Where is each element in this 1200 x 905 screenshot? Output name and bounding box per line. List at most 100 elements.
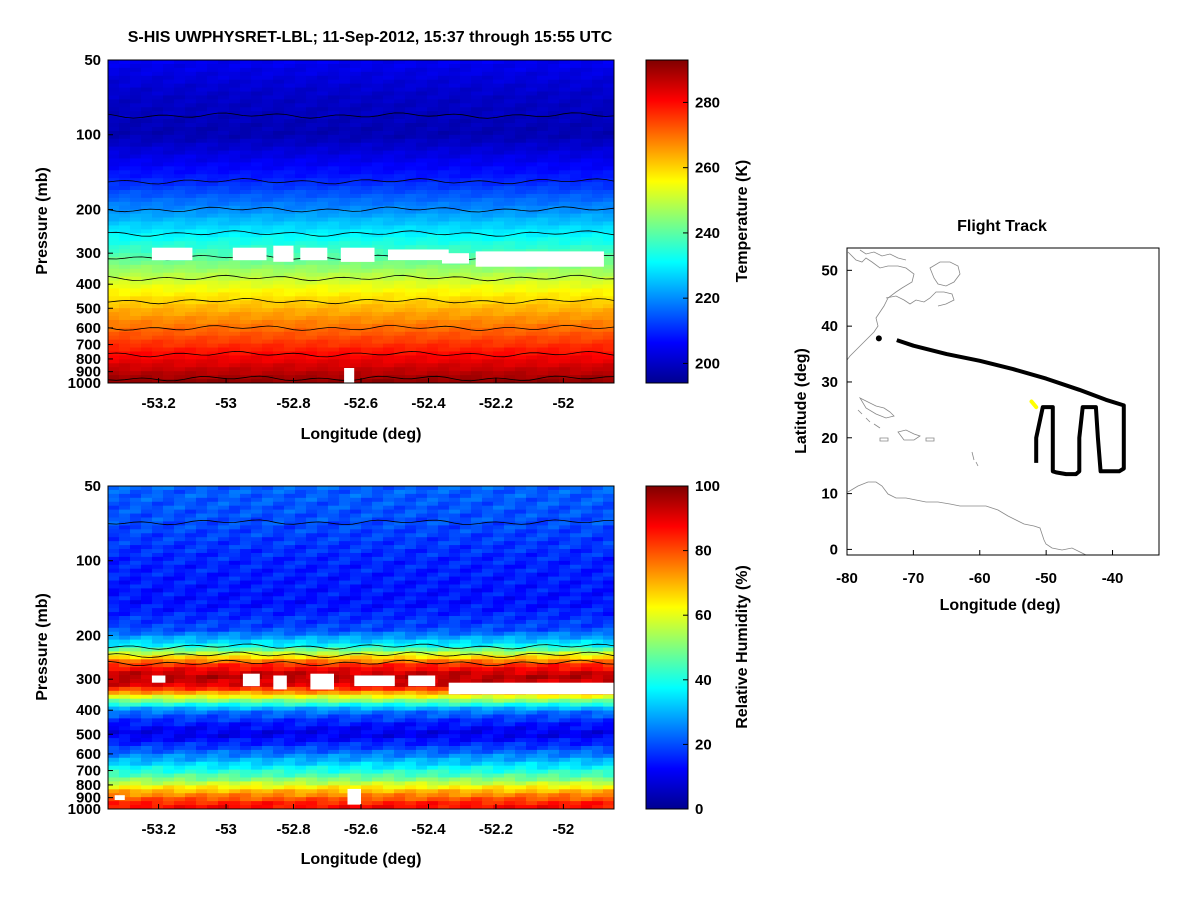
heatmap-cell <box>526 170 538 175</box>
heatmap-cell <box>251 135 263 140</box>
heatmap-cell <box>119 182 131 187</box>
heatmap-cell <box>526 351 538 356</box>
heatmap-cell <box>438 202 450 207</box>
heatmap-cell <box>416 127 428 132</box>
heatmap-cell <box>581 518 593 523</box>
heatmap-cell <box>592 316 604 321</box>
heatmap-cell <box>240 225 252 230</box>
heatmap-cell <box>218 88 230 93</box>
heatmap-cell <box>141 190 153 195</box>
heatmap-cell <box>108 316 120 321</box>
heatmap-cell <box>361 529 373 534</box>
heatmap-cell <box>273 296 285 301</box>
heatmap-cell <box>218 273 230 278</box>
heatmap-cell <box>460 241 472 246</box>
heatmap-cell <box>163 162 175 167</box>
heatmap-cell <box>262 308 274 313</box>
heatmap-cell <box>163 190 175 195</box>
heatmap-cell <box>185 557 197 562</box>
heatmap-cell <box>108 84 120 89</box>
heatmap-cell <box>383 190 395 195</box>
heatmap-cell <box>141 158 153 163</box>
heatmap-cell <box>460 92 472 97</box>
heatmap-cell <box>570 320 582 325</box>
heatmap-cell <box>306 170 318 175</box>
heatmap-cell <box>482 139 494 144</box>
heatmap-cell <box>427 76 439 81</box>
heatmap-cell <box>350 135 362 140</box>
heatmap-cell <box>163 332 175 337</box>
heatmap-cell <box>152 561 164 566</box>
heatmap-cell <box>262 514 274 519</box>
heatmap-cell <box>427 99 439 104</box>
heatmap-cell <box>603 202 615 207</box>
heatmap-cell <box>141 68 153 73</box>
heatmap-cell <box>537 80 549 85</box>
heatmap-cell <box>229 237 241 242</box>
heatmap-cell <box>482 218 494 223</box>
heatmap-cell <box>405 577 417 582</box>
heatmap-cell <box>383 529 395 534</box>
heatmap-cell <box>350 328 362 333</box>
heatmap-cell <box>141 174 153 179</box>
heatmap-cell <box>449 265 461 270</box>
heatmap-cell <box>284 565 296 570</box>
heatmap-cell <box>526 569 538 574</box>
heatmap-cell <box>295 190 307 195</box>
heatmap-cell <box>317 218 329 223</box>
heatmap-cell <box>163 565 175 570</box>
heatmap-cell <box>537 178 549 183</box>
heatmap-cell <box>284 76 296 81</box>
heatmap-cell <box>581 537 593 542</box>
heatmap-cell <box>284 174 296 179</box>
heatmap-cell <box>218 510 230 515</box>
heatmap-cell <box>603 60 615 65</box>
heatmap-cell <box>592 320 604 325</box>
missing-data-region <box>341 248 375 262</box>
heatmap-cell <box>438 525 450 530</box>
heatmap-cell <box>493 529 505 534</box>
heatmap-cell <box>482 60 494 65</box>
heatmap-cell <box>295 261 307 266</box>
heatmap-cell <box>284 344 296 349</box>
heatmap-cell <box>504 135 516 140</box>
heatmap-cell <box>108 265 120 270</box>
heatmap-cell <box>229 143 241 148</box>
heatmap-cell <box>317 502 329 507</box>
heatmap-cell <box>251 561 263 566</box>
heatmap-cell <box>229 166 241 171</box>
heatmap-cell <box>592 367 604 372</box>
heatmap-cell <box>460 541 472 546</box>
heatmap-cell <box>163 174 175 179</box>
heatmap-cell <box>471 332 483 337</box>
heatmap-cell <box>394 241 406 246</box>
heatmap-cell <box>262 521 274 526</box>
heatmap-cell <box>592 549 604 554</box>
heatmap-cell <box>493 541 505 546</box>
heatmap-cell <box>559 151 571 156</box>
heatmap-cell <box>218 241 230 246</box>
heatmap-cell <box>460 304 472 309</box>
heatmap-cell <box>262 490 274 495</box>
heatmap-cell <box>537 123 549 128</box>
heatmap-cell <box>416 285 428 290</box>
heatmap-cell <box>328 332 340 337</box>
heatmap-cell <box>229 186 241 191</box>
heatmap-cell <box>306 490 318 495</box>
heatmap-cell <box>471 84 483 89</box>
heatmap-cell <box>207 261 219 266</box>
heatmap-cell <box>438 72 450 77</box>
colorbar-tick-label: 240 <box>695 225 720 242</box>
heatmap-cell <box>394 371 406 376</box>
heatmap-cell <box>559 371 571 376</box>
heatmap-cell <box>603 249 615 254</box>
heatmap-cell <box>284 494 296 499</box>
heatmap-cell <box>427 111 439 116</box>
heatmap-cell <box>207 99 219 104</box>
heatmap-cell <box>240 84 252 89</box>
heatmap-cell <box>537 76 549 81</box>
heatmap-cell <box>130 577 142 582</box>
heatmap-cell <box>108 340 120 345</box>
heatmap-cell <box>130 218 142 223</box>
heatmap-cell <box>108 565 120 570</box>
